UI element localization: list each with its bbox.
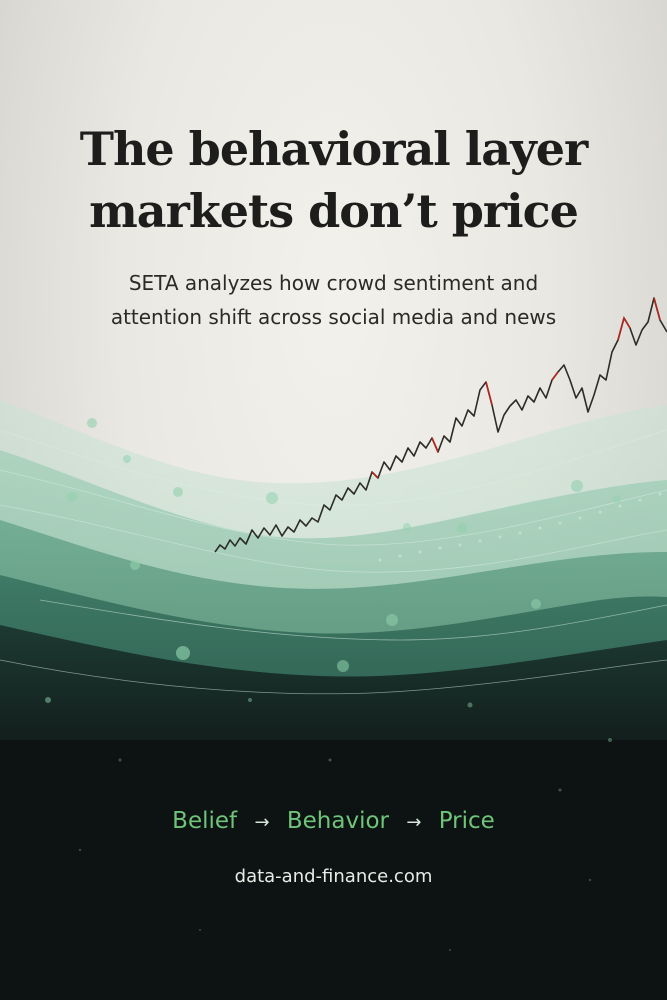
tagline-belief: Belief (172, 808, 238, 834)
headline-line-1: The behavioral layer (79, 122, 589, 176)
arrow-right-icon: → (254, 812, 270, 833)
tagline: Belief → Behavior → Price (0, 808, 667, 834)
headline: The behavioral layer markets don’t price (0, 118, 667, 242)
tagline-behavior: Behavior (286, 808, 389, 834)
headline-line-2: markets don’t price (89, 184, 579, 238)
subtitle: SETA analyzes how crowd sentiment and at… (110, 271, 557, 329)
tagline-price: Price (438, 808, 495, 834)
arrow-right-icon: → (406, 812, 422, 833)
website-link[interactable]: data-and-finance.com (234, 866, 433, 887)
